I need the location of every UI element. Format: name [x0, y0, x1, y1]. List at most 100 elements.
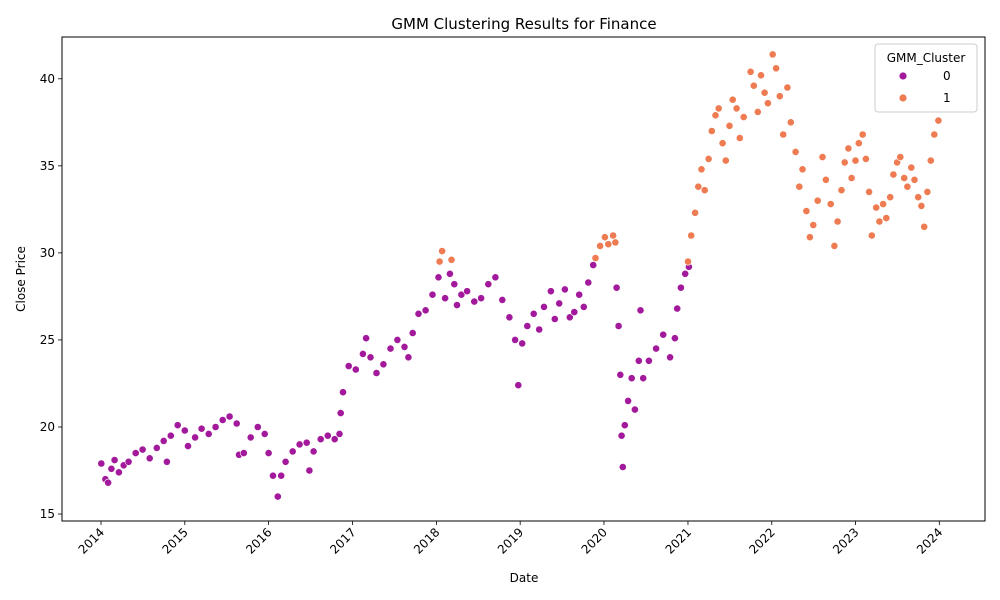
data-point-cluster-1: [604, 240, 613, 249]
data-point-cluster-1: [779, 130, 788, 139]
data-point-cluster-0: [636, 306, 645, 315]
data-point-cluster-1: [753, 108, 762, 116]
data-point-cluster-1: [862, 154, 870, 163]
data-point-cluster-1: [889, 170, 898, 179]
data-point-cluster-1: [923, 187, 932, 196]
data-point-cluster-0: [617, 431, 626, 440]
data-point-cluster-1: [707, 127, 716, 135]
data-point-cluster-0: [666, 353, 674, 362]
data-point-cluster-0: [589, 261, 598, 269]
data-point-cluster-1: [700, 186, 709, 195]
data-point-cluster-0: [184, 442, 192, 450]
data-point-cluster-1: [711, 111, 720, 120]
data-point-cluster-0: [400, 342, 409, 351]
data-point-cluster-0: [173, 421, 182, 430]
y-tick-label: 40: [40, 72, 55, 86]
y-tick-label: 25: [40, 333, 55, 347]
data-point-cluster-0: [498, 295, 507, 304]
data-point-cluster-0: [414, 309, 423, 318]
x-tick-label: 2021: [663, 525, 694, 556]
data-point-cluster-1: [611, 238, 620, 247]
data-point-cluster-0: [477, 294, 485, 303]
data-point-cluster-0: [523, 322, 532, 330]
data-point-cluster-1: [591, 254, 600, 262]
data-point-cluster-0: [191, 433, 199, 442]
data-point-cluster-0: [225, 412, 234, 421]
data-point-cluster-0: [445, 269, 454, 278]
data-point-cluster-0: [273, 492, 282, 501]
data-point-cluster-0: [408, 329, 417, 337]
data-point-cluster-0: [97, 459, 106, 468]
data-point-cluster-1: [691, 208, 699, 217]
legend-title: GMM_Cluster: [887, 51, 966, 65]
data-point-cluster-0: [614, 322, 623, 330]
points-layer: [97, 50, 943, 501]
data-point-cluster-0: [305, 466, 314, 475]
data-point-cluster-0: [441, 294, 449, 303]
x-axis-label: Date: [510, 571, 539, 585]
data-point-cluster-1: [920, 222, 929, 231]
data-point-cluster-1: [844, 144, 853, 153]
data-point-cluster-0: [624, 396, 632, 405]
data-point-cluster-0: [434, 273, 443, 282]
data-point-cluster-0: [239, 449, 248, 457]
data-point-cluster-1: [917, 201, 926, 210]
x-tick-label: 2017: [327, 525, 358, 556]
y-tick-label: 35: [40, 159, 55, 173]
data-point-cluster-0: [457, 290, 466, 299]
data-point-cluster-1: [732, 104, 741, 113]
y-tick-label: 30: [40, 246, 55, 260]
data-point-cluster-1: [601, 233, 609, 242]
data-point-cluster-0: [677, 283, 685, 292]
data-point-cluster-0: [197, 424, 206, 433]
data-point-cluster-1: [749, 81, 758, 90]
x-tick-label: 2022: [746, 525, 777, 556]
data-point-cluster-1: [760, 88, 769, 97]
data-point-cluster-0: [138, 445, 147, 454]
data-point-cluster-0: [344, 362, 353, 370]
data-point-cluster-0: [618, 463, 627, 471]
data-point-cluster-0: [671, 334, 679, 343]
data-point-cluster-0: [372, 369, 381, 377]
data-point-cluster-1: [798, 165, 807, 174]
data-point-cluster-0: [218, 416, 227, 424]
data-point-cluster-0: [288, 447, 297, 456]
data-point-cluster-1: [714, 104, 723, 113]
legend-label-0: 0: [943, 69, 951, 83]
data-point-cluster-0: [253, 423, 262, 431]
data-point-cluster-0: [180, 426, 189, 435]
data-point-cluster-1: [865, 187, 873, 196]
data-point-cluster-0: [152, 443, 161, 452]
data-point-cluster-0: [681, 269, 690, 278]
data-point-cluster-1: [809, 221, 818, 229]
legend-label-1: 1: [943, 91, 951, 105]
data-point-cluster-1: [435, 257, 444, 266]
data-point-cluster-0: [535, 325, 544, 334]
data-point-cluster-0: [336, 409, 345, 417]
x-tick-label: 2019: [495, 525, 526, 556]
data-point-cluster-0: [211, 423, 220, 431]
data-point-cluster-0: [330, 435, 339, 444]
data-point-cluster-0: [579, 302, 588, 311]
data-point-cluster-0: [627, 374, 636, 383]
data-point-cluster-0: [491, 273, 500, 282]
data-point-cluster-1: [822, 175, 830, 184]
x-tick-label: 2023: [830, 525, 861, 556]
data-point-cluster-1: [786, 118, 795, 127]
data-point-cluster-1: [757, 71, 765, 80]
data-point-cluster-1: [867, 231, 876, 240]
data-point-cluster-1: [772, 64, 780, 73]
data-point-cluster-1: [886, 193, 895, 202]
data-point-cluster-0: [323, 431, 332, 440]
data-point-cluster-0: [277, 471, 286, 480]
data-point-cluster-1: [795, 182, 804, 191]
y-tick-label: 15: [40, 507, 55, 521]
data-point-cluster-0: [393, 335, 402, 344]
data-point-cluster-1: [704, 154, 713, 163]
data-point-cluster-0: [631, 405, 639, 414]
data-point-cluster-1: [851, 156, 860, 165]
data-point-cluster-0: [514, 381, 523, 390]
data-point-cluster-0: [570, 308, 579, 316]
y-axis-label: Close Price: [14, 246, 28, 312]
